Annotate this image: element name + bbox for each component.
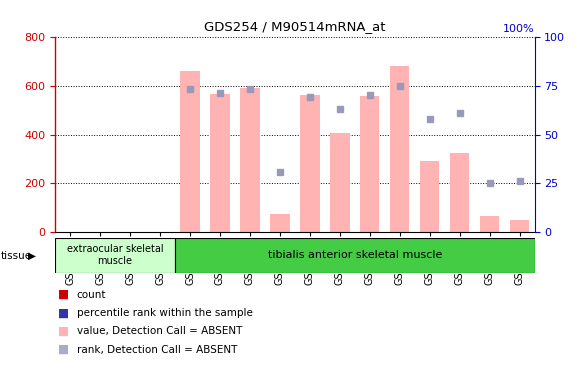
Text: ■: ■ — [58, 343, 69, 356]
Text: ■: ■ — [58, 306, 69, 320]
Bar — [510, 220, 529, 232]
Bar — [330, 133, 350, 232]
Text: tibialis anterior skeletal muscle: tibialis anterior skeletal muscle — [268, 250, 442, 260]
Bar — [390, 66, 410, 232]
Bar — [175, 238, 535, 273]
Bar — [240, 88, 260, 232]
Text: ■: ■ — [58, 325, 69, 338]
Text: extraocular skeletal
musclе: extraocular skeletal musclе — [67, 244, 163, 266]
Bar — [270, 214, 289, 232]
Text: ▶: ▶ — [28, 251, 36, 261]
Text: value, Detection Call = ABSENT: value, Detection Call = ABSENT — [77, 326, 242, 336]
Bar — [420, 161, 439, 232]
Text: rank, Detection Call = ABSENT: rank, Detection Call = ABSENT — [77, 344, 237, 355]
Bar — [210, 94, 229, 232]
Text: 100%: 100% — [503, 24, 535, 34]
Text: percentile rank within the sample: percentile rank within the sample — [77, 308, 253, 318]
Bar — [360, 96, 379, 232]
Title: GDS254 / M90514mRNA_at: GDS254 / M90514mRNA_at — [204, 20, 386, 33]
Text: tissue: tissue — [1, 251, 33, 261]
Bar — [300, 95, 320, 232]
Bar — [450, 153, 469, 232]
Bar — [180, 71, 200, 232]
Text: count: count — [77, 290, 106, 300]
Bar — [480, 216, 499, 232]
Bar — [55, 238, 175, 273]
Text: ■: ■ — [58, 288, 69, 301]
